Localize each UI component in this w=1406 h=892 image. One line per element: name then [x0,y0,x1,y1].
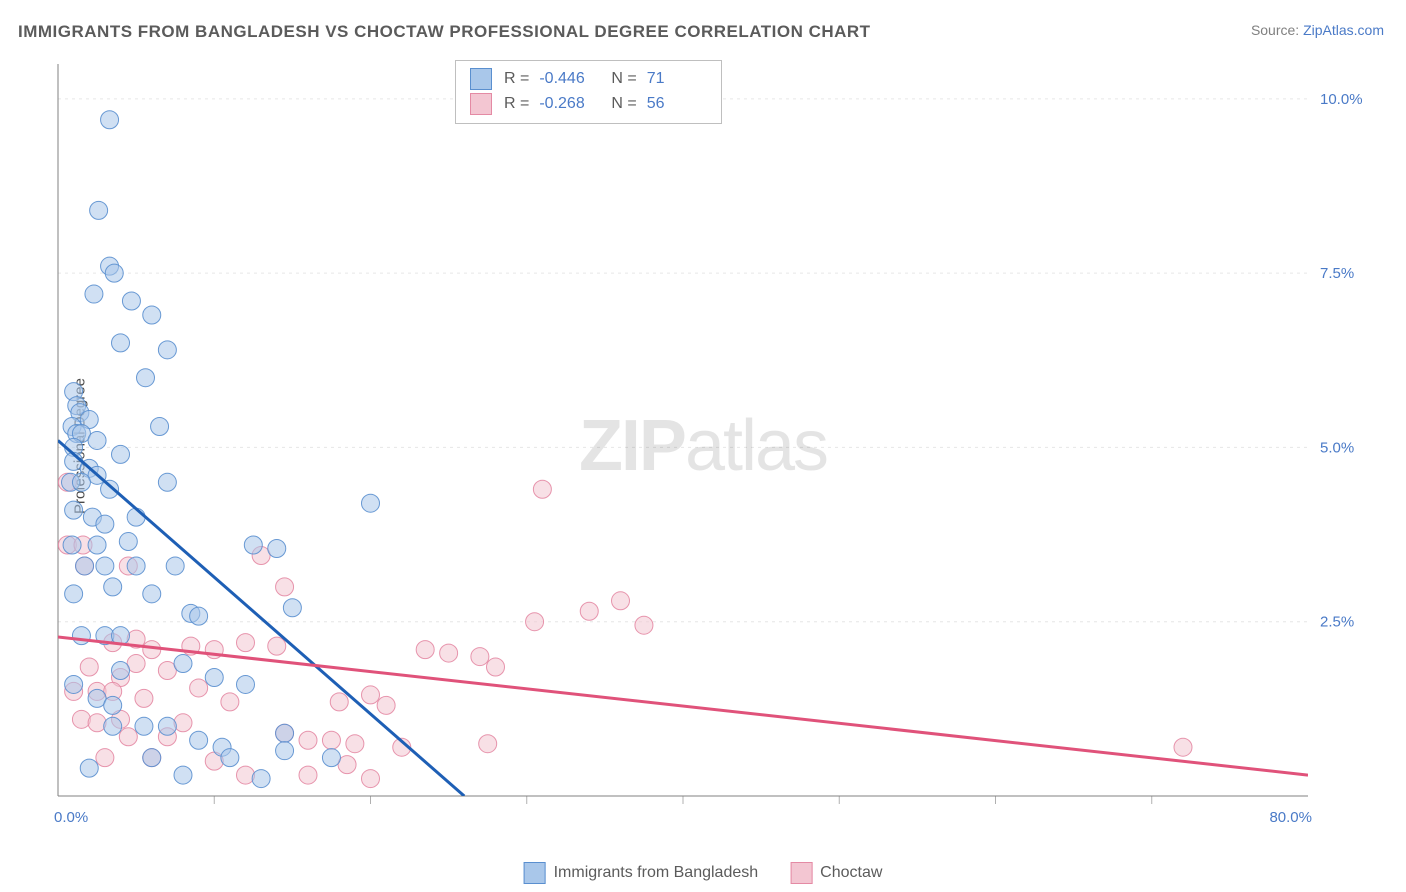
svg-text:2.5%: 2.5% [1320,614,1354,631]
svg-text:10.0%: 10.0% [1320,91,1363,108]
svg-text:0.0%: 0.0% [54,809,88,826]
svg-text:5.0%: 5.0% [1320,439,1354,456]
scatter-plot: 2.5% 5.0% 7.5% 10.0% 0.0% 80.0% [50,56,1376,836]
stat-n-value: 71 [647,67,707,92]
legend-label: Choctaw [820,864,882,882]
stat-r-label: R = [504,92,529,117]
stats-legend-box: R = -0.446 N = 71 R = -0.268 N = 56 [455,60,722,124]
stats-row: R = -0.268 N = 56 [470,92,707,117]
stat-r-value: -0.268 [539,92,599,117]
legend-swatch [524,862,546,884]
source-link[interactable]: ZipAtlas.com [1303,22,1384,38]
legend-swatch [790,862,812,884]
source-attribution: Source: ZipAtlas.com [1251,22,1384,38]
stat-n-label: N = [611,92,636,117]
stat-r-value: -0.446 [539,67,599,92]
chart-title: IMMIGRANTS FROM BANGLADESH VS CHOCTAW PR… [18,22,871,42]
svg-text:7.5%: 7.5% [1320,265,1354,282]
source-prefix: Source: [1251,22,1303,38]
chart-area: 2.5% 5.0% 7.5% 10.0% 0.0% 80.0% [50,56,1376,836]
legend-item: Immigrants from Bangladesh [524,862,759,884]
legend-item: Choctaw [790,862,882,884]
series-swatch [470,93,492,115]
bottom-legend: Immigrants from Bangladesh Choctaw [524,862,883,884]
stat-n-value: 56 [647,92,707,117]
stat-r-label: R = [504,67,529,92]
svg-text:80.0%: 80.0% [1269,809,1312,826]
legend-label: Immigrants from Bangladesh [554,864,759,882]
stats-row: R = -0.446 N = 71 [470,67,707,92]
series-swatch [470,68,492,90]
stat-n-label: N = [611,67,636,92]
